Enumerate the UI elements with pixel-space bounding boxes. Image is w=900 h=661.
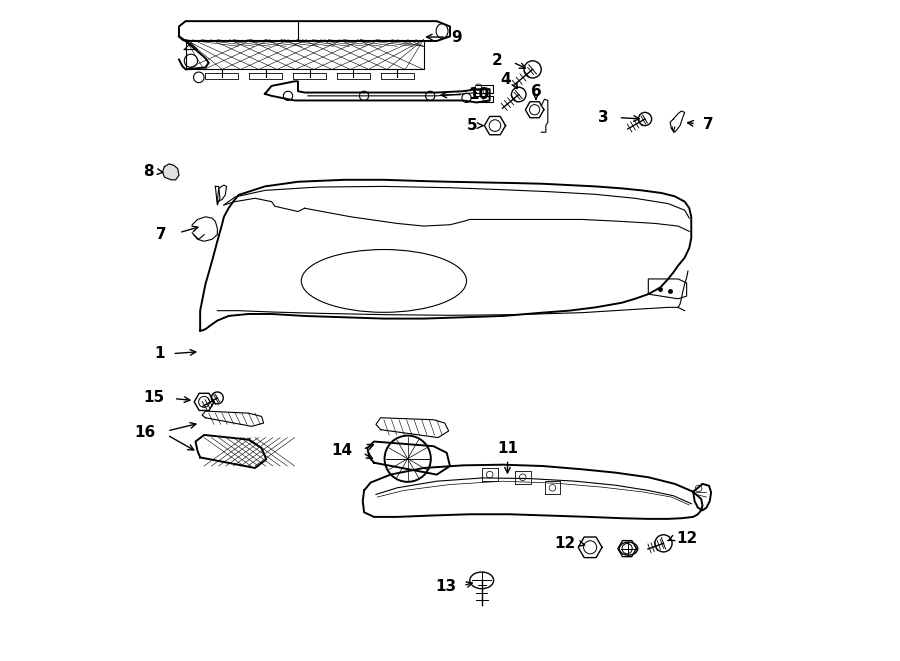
Text: 2: 2 bbox=[492, 54, 503, 68]
Text: 16: 16 bbox=[135, 426, 156, 440]
Text: 10: 10 bbox=[469, 87, 490, 102]
Text: 12: 12 bbox=[554, 536, 576, 551]
Text: 14: 14 bbox=[331, 444, 352, 458]
Text: 8: 8 bbox=[143, 164, 154, 178]
Text: 5: 5 bbox=[467, 118, 478, 133]
Text: 12: 12 bbox=[676, 531, 698, 546]
Text: 13: 13 bbox=[436, 579, 456, 594]
Text: 3: 3 bbox=[598, 110, 608, 125]
Text: 7: 7 bbox=[703, 117, 713, 132]
Text: 4: 4 bbox=[500, 72, 511, 87]
Text: 15: 15 bbox=[143, 391, 165, 405]
Text: 11: 11 bbox=[497, 441, 518, 456]
Text: 9: 9 bbox=[451, 30, 462, 44]
Text: 7: 7 bbox=[157, 227, 167, 242]
Text: 1: 1 bbox=[154, 346, 165, 361]
Text: 6: 6 bbox=[531, 84, 541, 98]
Polygon shape bbox=[163, 164, 179, 180]
